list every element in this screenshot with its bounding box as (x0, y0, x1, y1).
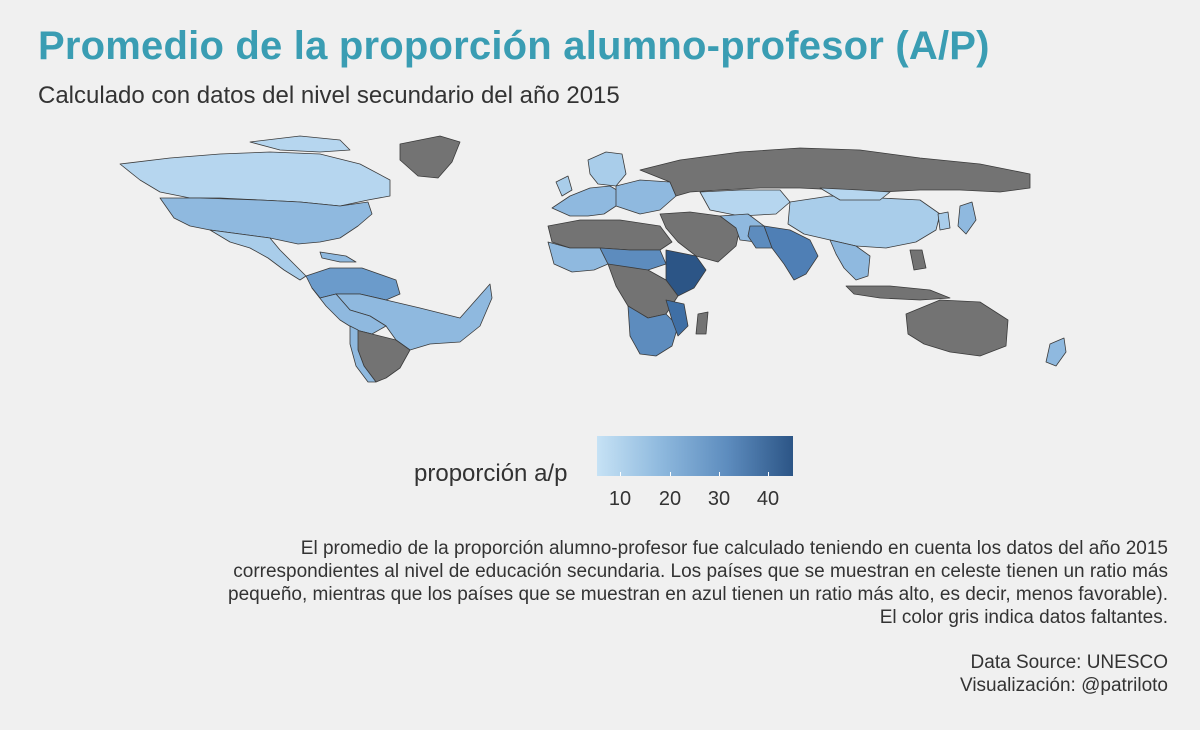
legend-tickmark (620, 472, 621, 476)
region-north-america-north (119, 151, 391, 207)
region-pakistan (747, 225, 773, 249)
legend-tickmark (768, 472, 769, 476)
region-madagascar (695, 311, 709, 335)
region-russia (639, 147, 1031, 197)
region-scandinavia (587, 151, 627, 187)
caption-line: pequeño, mientras que los países que se … (228, 584, 1168, 605)
legend-title: proporción a/p (414, 460, 568, 487)
region-korea (937, 211, 951, 231)
region-southern-africa (627, 305, 679, 357)
page-title: Promedio de la proporción alumno-profeso… (38, 24, 990, 68)
caption-line: El color gris indica datos faltantes. (879, 607, 1168, 628)
region-southeast-asia (829, 239, 871, 281)
legend-tick-label: 40 (756, 488, 780, 510)
region-west-africa (547, 241, 609, 273)
region-central-asia (699, 189, 791, 217)
region-uk (555, 175, 573, 197)
region-arctic-islands (249, 135, 351, 153)
region-new-zealand (1045, 337, 1067, 367)
caption-line: correspondientes al nivel de educación s… (233, 561, 1168, 582)
legend-colorbar (597, 436, 793, 476)
legend-tickmark (670, 472, 671, 476)
region-chile (349, 325, 377, 383)
region-mozambique (665, 299, 689, 337)
world-map (100, 130, 1100, 390)
page-subtitle: Calculado con datos del nivel secundario… (38, 82, 620, 109)
region-philippines (909, 249, 927, 271)
source-credits: Data Source: UNESCO Visualización: @patr… (568, 651, 1168, 697)
region-usa (159, 197, 373, 245)
region-greenland (399, 135, 461, 179)
legend-tick-label: 10 (608, 488, 632, 510)
region-peru-bolivia (311, 287, 387, 335)
legend-tick-label: 20 (658, 488, 682, 510)
region-north-africa (547, 219, 673, 251)
region-indonesia (845, 285, 951, 301)
region-japan (957, 201, 977, 235)
legend-tick-label: 30 (707, 488, 731, 510)
data-source: Data Source: UNESCO (970, 652, 1168, 673)
legend: proporción a/p 10 20 30 40 (400, 436, 820, 516)
region-mongolia (819, 187, 891, 201)
visualization-credit: Visualización: @patriloto (960, 675, 1168, 696)
region-middle-east (659, 211, 741, 263)
region-china (787, 195, 941, 249)
caption: El promedio de la proporción alumno-prof… (48, 537, 1168, 629)
region-europe-east (615, 179, 677, 215)
caption-line: El promedio de la proporción alumno-prof… (300, 538, 1168, 559)
legend-tickmark (719, 472, 720, 476)
region-india (763, 225, 819, 281)
region-mexico (209, 229, 307, 281)
region-caribbean (319, 251, 357, 263)
region-australia (905, 299, 1009, 357)
